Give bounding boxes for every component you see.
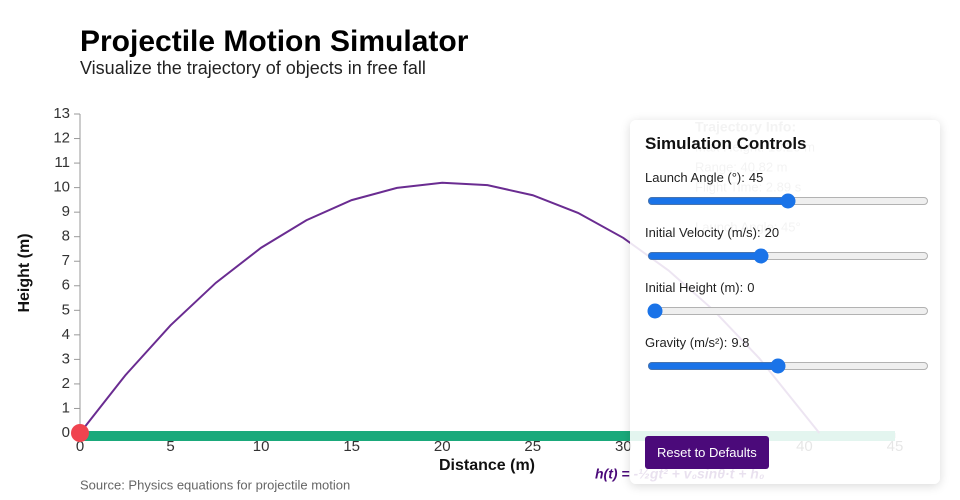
slider[interactable] — [647, 358, 929, 374]
x-tick-label: 15 — [343, 438, 360, 455]
source: Source: Physics equations for projectile… — [80, 477, 350, 492]
launch-point — [71, 424, 89, 442]
y-tick-label: 13 — [53, 105, 70, 122]
y-tick-label: 11 — [54, 154, 70, 171]
y-tick-label: 12 — [53, 130, 70, 147]
x-tick-label: 20 — [434, 438, 451, 455]
slider-label: Initial Velocity (m/s): — [645, 225, 761, 240]
slider-value: 45 — [748, 170, 764, 185]
sliders: Launch Angle (°): 45 Initial Velocity (m/s… — [645, 170, 929, 374]
y-tick-label: 0 — [62, 424, 70, 441]
y-tick-label: 9 — [62, 203, 70, 220]
slider-value: 9.8 — [731, 335, 750, 350]
y-tick-label: 5 — [62, 301, 70, 318]
slider[interactable] — [647, 193, 929, 209]
y-tick-label: 7 — [62, 252, 70, 269]
controls-panel: Simulation Controls Launch Angle (°): 45 I… — [630, 120, 940, 484]
subtitle: Visualize the trajectory of objects in f… — [80, 58, 426, 78]
y-tick-label: 2 — [62, 375, 70, 392]
x-axis-label: Distance (m) — [439, 457, 535, 474]
title: Projectile Motion Simulator — [80, 25, 469, 58]
x-tick-label: 10 — [253, 438, 270, 455]
slider-control: Launch Angle (°): 45 — [645, 170, 929, 209]
x-tick-label: 5 — [166, 438, 174, 455]
slider-control: Initial Velocity (m/s): 20 — [645, 225, 929, 264]
y-tick-label: 6 — [62, 277, 70, 294]
slider[interactable] — [647, 248, 929, 264]
slider-control: Gravity (m/s²): 9.8 — [645, 335, 929, 374]
slider-value: 0 — [747, 280, 755, 295]
y-tick-label: 1 — [62, 399, 70, 416]
slider-control: Initial Height (m): 0 — [645, 280, 929, 319]
y-tick-label: 10 — [53, 179, 70, 196]
slider-label: Gravity (m/s²): — [645, 335, 728, 350]
y-tick-label: 8 — [62, 228, 70, 245]
x-tick-label: 25 — [524, 438, 541, 455]
y-axis-label: Height (m) — [16, 233, 33, 312]
ground — [80, 431, 895, 441]
controls-title: Simulation Controls — [645, 134, 807, 153]
y-tick-label: 3 — [62, 350, 70, 367]
x-tick-label: 30 — [615, 438, 632, 455]
x-tick-label: 0 — [76, 438, 84, 455]
reset-button[interactable]: Reset to Defaults — [645, 436, 769, 469]
slider-label: Initial Height (m): — [645, 280, 744, 295]
slider-label: Launch Angle (°): — [645, 170, 745, 185]
slider-value: 20 — [764, 225, 780, 240]
y-tick-label: 4 — [62, 326, 70, 343]
slider[interactable] — [647, 303, 929, 319]
